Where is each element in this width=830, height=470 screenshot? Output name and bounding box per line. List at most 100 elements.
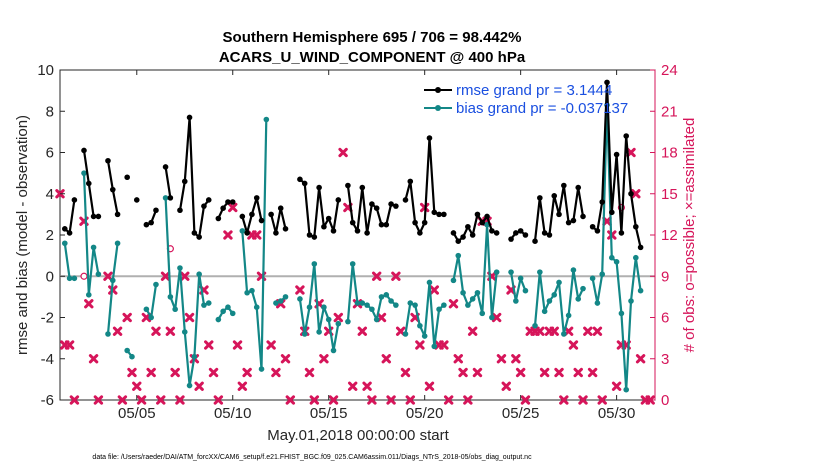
rmse-point [537,195,543,201]
obs-assimilated-x [381,354,391,364]
y-tick-label: 8 [46,103,54,120]
obs-assimilated-marker [597,395,607,405]
rmse-point [109,186,116,193]
obs-assimilated-x [357,326,367,336]
obs-assimilated-marker [587,367,598,378]
rmse-point [465,223,471,230]
plot-area [59,69,656,401]
rmse-point [124,174,130,181]
obs-assimilated-x [271,367,281,378]
rmse-point [589,223,596,230]
obs-assimilated-marker [64,340,75,350]
bias-point [215,316,222,323]
obs-assimilated-x [175,395,185,405]
bias-point [489,314,495,321]
obs-assimilated-x [386,395,396,405]
legend-bias-marker [435,105,441,111]
rmse-point [162,164,169,170]
rmse-point [244,230,250,236]
obs-assimilated-marker [136,395,147,405]
rmse-point [618,230,625,236]
obs-assimilated-x [280,354,291,364]
obs-assimilated-marker [559,395,569,405]
bias-point [556,279,562,286]
obs-assimilated-x [180,271,190,281]
obs-assimilated-x [496,354,507,364]
obs-assimilated-marker [69,395,80,405]
rmse-point [431,209,438,216]
y-tick-label: 0 [46,268,54,285]
rmse-point [450,230,457,236]
obs-assimilated-x [84,299,94,309]
bias-point [546,298,553,304]
bias-point [239,228,246,234]
obs-assimilated-marker [448,299,459,309]
rmse-point [484,213,490,220]
obs-assimilated-x [467,326,478,336]
obs-assimilated-marker [228,202,238,213]
obs-assimilated-x [511,354,521,364]
y-tick-label: 6 [46,145,54,162]
bias-point [143,306,150,313]
obs-assimilated-marker [626,147,636,158]
rmse-point [186,114,193,121]
obs-assimilated-x [132,381,142,391]
obs-assimilated-marker [175,395,185,405]
obs-assimilated-x [348,381,358,391]
y-tick-label: 2 [46,227,54,244]
obs-assimilated-x [415,340,425,350]
bias-point [532,322,538,329]
bias-point [561,331,567,337]
y2-tick-label: 18 [661,145,678,162]
rmse-point [421,219,428,226]
rmse-point [637,244,644,251]
y2-tick-label: 6 [661,310,669,327]
obs-assimilated-marker [381,354,391,364]
obs-assimilated-marker [208,367,219,378]
rmse-point [349,219,356,226]
bias-point [114,240,121,247]
x-tick-label: 05/10 [214,405,252,422]
rmse-point [90,213,97,220]
bias-point [129,353,135,360]
obs-assimilated-x [69,395,80,405]
rmse-point [441,211,447,218]
obs-assimilated-marker [204,340,214,350]
obs-assimilated-marker [439,340,449,350]
rmse-point [517,228,524,234]
bias-point [282,294,289,300]
rmse-point [532,238,538,244]
obs-assimilated-x [568,340,579,350]
obs-assimilated-x [295,285,305,295]
rmse-point [604,79,610,86]
rmse-point [249,211,255,218]
obs-assimilated-marker [400,367,411,378]
right-axis: 0 3 6 9 12 15 18 21 24 [650,62,678,409]
obs-assimilated-marker [573,367,583,378]
rmse-line [164,166,172,199]
obs-assimilated-marker [520,395,531,405]
rmse-point [167,195,174,201]
rmse-point [229,199,236,205]
rmse-point [417,230,423,236]
bias-point [258,366,265,372]
rmse-point [215,215,222,222]
rmse-point [546,232,553,238]
obs-assimilated-x [170,367,180,378]
obs-assimilated-x [165,326,176,336]
bias-point [431,343,438,350]
obs-assimilated-x [463,395,473,405]
obs-assimilated-x [559,395,569,405]
bias-point [201,302,207,308]
obs-assimilated-marker [568,340,579,350]
rmse-point [378,221,385,228]
obs-assimilated-x [338,147,348,158]
bias-point [436,306,442,313]
y-tick-label: -6 [41,392,54,409]
bias-point [575,296,582,302]
bias-point [345,318,351,325]
obs-assimilated-x [578,395,588,405]
bias-point [378,294,385,300]
obs-assimilated-marker [242,367,252,378]
bias-point [109,277,116,284]
